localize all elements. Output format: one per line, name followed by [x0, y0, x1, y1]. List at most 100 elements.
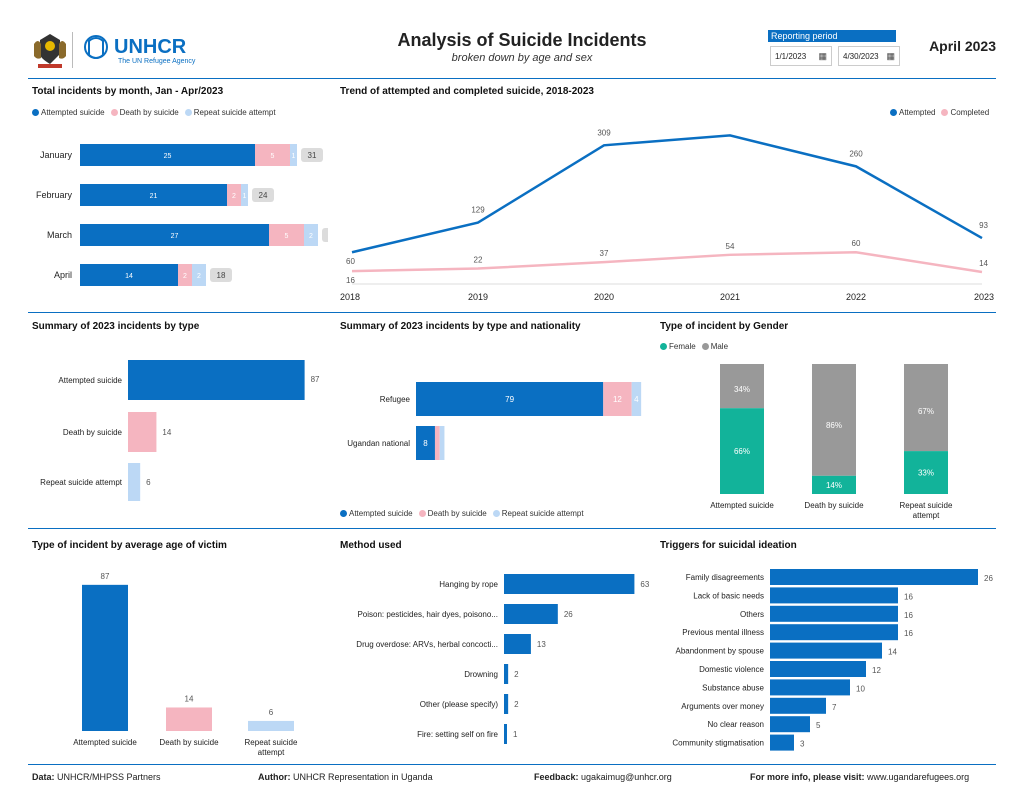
line-value-label: 37 — [600, 249, 609, 258]
end-date-input[interactable]: 4/30/2023 ▦ — [838, 46, 900, 66]
page-title: Analysis of Suicide Incidents — [397, 30, 647, 50]
total-label: 31 — [308, 151, 317, 160]
female-segment — [904, 451, 948, 494]
footer-feedback: Feedback: ugakaimug@unhcr.org — [534, 772, 672, 782]
total-badge — [252, 188, 274, 202]
footer-info: For more info, please visit: www.ugandar… — [750, 772, 970, 782]
line-value-label: 14 — [979, 259, 988, 268]
column-value-label: 87 — [101, 572, 110, 581]
x-tick-label: 2018 — [340, 292, 360, 302]
footer-data: Data: UNHCR/MHPSS Partners — [32, 772, 161, 782]
method-title: Method used — [340, 540, 402, 551]
bar-value-label: 16 — [904, 611, 913, 620]
line-value-label: 22 — [474, 256, 483, 265]
bar — [504, 664, 509, 684]
calendar-icon[interactable]: ▦ — [886, 50, 895, 61]
bar-value-label: 12 — [872, 666, 881, 675]
category-label: Death by suicide — [159, 738, 219, 747]
bar-value-label: 2 — [514, 700, 519, 709]
trend-legend: Attempted Completed — [890, 108, 989, 117]
bar-value-label: 2 — [309, 233, 313, 240]
bar-value-label: 14 — [888, 648, 897, 657]
total-badge — [301, 148, 323, 162]
bar — [770, 605, 898, 622]
bar-value-label: 27 — [171, 233, 179, 240]
reporting-period-label: Reporting period — [768, 30, 896, 42]
bar-value-label: 14 — [162, 428, 171, 437]
category-label: Arguments over money — [681, 702, 764, 711]
legend-item-attempted: Attempted suicide — [340, 509, 413, 518]
org-tagline: The UN Refugee Agency — [118, 58, 196, 65]
male-pct-label: 86% — [826, 421, 842, 430]
category-label: Substance abuse — [702, 683, 764, 692]
category-label: attempt — [913, 511, 940, 520]
line-value-label: 60 — [346, 257, 355, 266]
line-value-label: 60 — [852, 239, 861, 248]
category-label: Repeat suicide — [245, 738, 298, 747]
female-pct-label: 66% — [734, 447, 750, 456]
category-label: Abandonment by spouse — [675, 647, 764, 656]
category-label: attempt — [258, 748, 285, 757]
triggers-title: Triggers for suicidal ideation — [660, 540, 797, 551]
bar-value-label: 5 — [271, 153, 275, 160]
bar-value-label: 5 — [285, 233, 289, 240]
bar-segment — [241, 184, 248, 206]
category-label: Fire: setting self on fire — [417, 730, 498, 739]
bar-value-label: 87 — [311, 375, 320, 384]
bar — [770, 734, 794, 751]
by-type-title: Summary of 2023 incidents by type — [32, 321, 200, 332]
start-date-input[interactable]: 1/1/2023 ▦ — [770, 46, 832, 66]
page-subtitle: broken down by age and sex — [451, 52, 593, 64]
x-tick-label: 2023 — [974, 292, 994, 302]
legend-item-repeat: Repeat suicide attempt — [184, 108, 276, 117]
bar-segment — [192, 264, 206, 286]
bar — [128, 412, 157, 452]
bar-value-label: 1 — [243, 193, 247, 200]
month-label: February — [36, 190, 73, 200]
feedback-link[interactable]: ugakaimug@unhcr.org — [581, 772, 672, 782]
footer-author: Author: UNHCR Representation in Uganda — [258, 772, 433, 782]
bar-segment — [631, 382, 642, 416]
bar — [770, 587, 898, 604]
category-label: Refugee — [380, 395, 411, 404]
info-link[interactable]: www.ugandarefugees.org — [867, 772, 970, 782]
bar — [770, 697, 826, 714]
bar — [770, 642, 882, 659]
bar-segment — [80, 144, 255, 166]
line-value-label: 129 — [471, 206, 485, 215]
category-label: No clear reason — [708, 720, 764, 729]
line-value-label: 260 — [849, 149, 863, 158]
bar-segment — [290, 144, 297, 166]
bar-value-label: 63 — [640, 580, 649, 589]
male-segment — [720, 364, 764, 409]
bar-segment — [603, 382, 632, 416]
bar — [504, 724, 507, 744]
column — [248, 720, 294, 731]
unhcr-logo: UNHCR The UN Refugee Agency — [80, 33, 200, 67]
bar-value-label: 26 — [984, 574, 993, 583]
legend-item-death: Death by suicide — [110, 108, 179, 117]
bar-value-label: 1 — [513, 730, 518, 739]
bar-value-label: 4 — [634, 395, 639, 404]
male-segment — [812, 364, 856, 476]
female-segment — [720, 408, 764, 494]
bar-segment — [80, 224, 269, 246]
bar — [504, 634, 531, 654]
line-value-label: 309 — [597, 128, 611, 137]
bar — [128, 463, 141, 501]
bar-value-label: 2 — [183, 273, 187, 280]
male-pct-label: 34% — [734, 385, 750, 394]
female-pct-label: 14% — [826, 481, 842, 490]
bar-value-label: 79 — [505, 395, 514, 404]
trend-chart: 60 129 309 332 260 93 16 22 37 54 60 14 2018 2019 2020… — [340, 126, 994, 302]
month-label: March — [47, 230, 72, 240]
bar-value-label: 10 — [856, 684, 865, 693]
x-tick-label: 2021 — [720, 292, 740, 302]
period-label: April 2023 — [929, 38, 996, 54]
column-value-label: 14 — [185, 694, 194, 703]
category-label: Others — [740, 610, 764, 619]
trend-title: Trend of attempted and completed suicide… — [340, 86, 594, 97]
legend-item-repeat: Repeat suicide attempt — [492, 509, 584, 518]
calendar-icon[interactable]: ▦ — [818, 50, 827, 61]
monthly-legend: Attempted suicide Death by suicide Repea… — [32, 108, 276, 117]
